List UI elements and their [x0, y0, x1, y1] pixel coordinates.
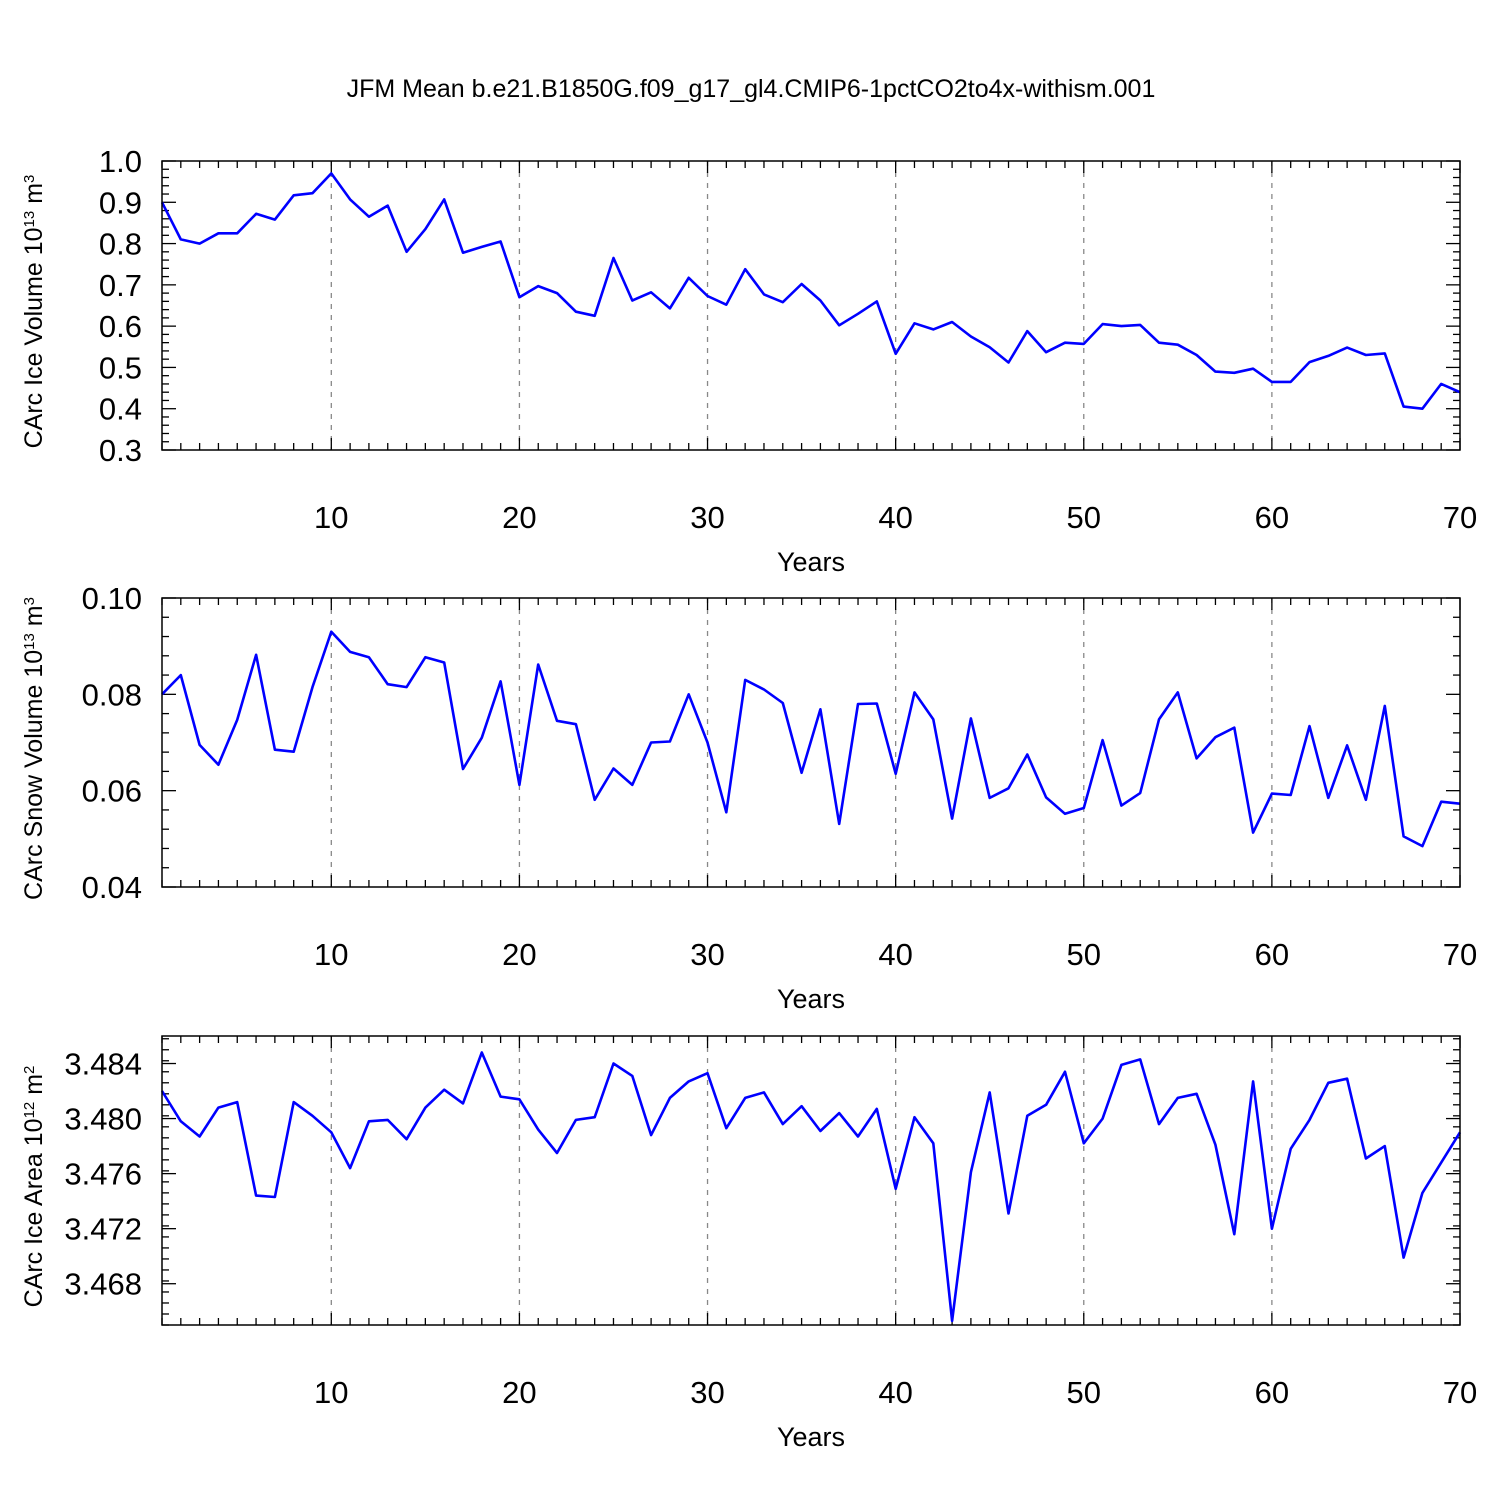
x-tick-label: 30 [690, 500, 724, 535]
y-tick-label: 3.484 [64, 1047, 142, 1082]
y-tick-label: 0.3 [99, 433, 142, 468]
x-tick-label: 10 [314, 500, 348, 535]
x-tick-label: 70 [1443, 1375, 1477, 1410]
y-tick-label: 3.480 [64, 1102, 142, 1137]
x-tick-label: 40 [878, 937, 912, 972]
x-tick-label: 60 [1255, 1375, 1289, 1410]
x-tick-label: 20 [502, 937, 536, 972]
y-tick-label: 3.472 [64, 1212, 142, 1247]
x-tick-label: 70 [1443, 937, 1477, 972]
data-series-line [160, 1051, 1462, 1323]
y-tick-label: 0.04 [82, 870, 142, 905]
panel-2: 0.04 0.06 0.08 0.10 10 20 30 40 50 60 70 Years CArc … [20, 581, 1477, 1014]
panel-3: 3.468 3.472 3.476 3.480 3.484 10 20 30 40 50 60 70 Y… [20, 1035, 1477, 1452]
y-tick-label: 1.0 [99, 144, 142, 179]
x-tick-label: 50 [1067, 1375, 1101, 1410]
x-axis-label: Years [777, 1422, 845, 1452]
x-tick-label: 70 [1443, 500, 1477, 535]
panel-1: 0.3 0.4 0.5 0.6 0.7 0.8 0.9 1.0 10 20 30 40 50 60 70 Ye… [20, 144, 1477, 577]
y-tick-label: 0.10 [82, 581, 142, 616]
y-tick-label: 0.4 [99, 392, 142, 427]
y-tick-label: 0.7 [99, 268, 142, 303]
plot-frame [161, 1035, 1461, 1326]
y-tick-label: 3.476 [64, 1157, 142, 1192]
y-axis-label: CArc Ice Area 1012 m2 [20, 1066, 48, 1308]
x-axis-label: Years [777, 984, 845, 1014]
x-tick-label: 20 [502, 1375, 536, 1410]
x-tick-label: 60 [1255, 937, 1289, 972]
data-series-line [160, 172, 1461, 411]
x-tick-label: 30 [690, 937, 724, 972]
plot-frame [161, 160, 1461, 451]
x-tick-label: 30 [690, 1375, 724, 1410]
y-tick-label: 0.5 [99, 350, 142, 385]
x-tick-label: 10 [314, 937, 348, 972]
y-tick-label: 0.06 [82, 774, 142, 809]
y-tick-label: 3.468 [64, 1267, 142, 1302]
x-tick-label: 40 [878, 1375, 912, 1410]
x-tick-label: 40 [878, 500, 912, 535]
plot-frame [161, 597, 1461, 888]
x-tick-label: 20 [502, 500, 536, 535]
data-series-line [161, 630, 1461, 848]
x-tick-label: 50 [1067, 500, 1101, 535]
y-axis-label: CArc Ice Volume 1013 m3 [20, 175, 48, 449]
x-tick-label: 60 [1255, 500, 1289, 535]
y-axis-label: CArc Snow Volume 1013 m3 [20, 597, 48, 900]
y-tick-label: 0.08 [82, 677, 142, 712]
figure-title: JFM Mean b.e21.B1850G.f09_g17_gl4.CMIP6-… [347, 75, 1156, 103]
x-tick-label: 10 [314, 1375, 348, 1410]
y-tick-label: 0.8 [99, 227, 142, 262]
y-tick-label: 0.9 [99, 185, 142, 220]
x-tick-label: 50 [1067, 937, 1101, 972]
y-tick-label: 0.6 [99, 309, 142, 344]
x-axis-label: Years [777, 547, 845, 577]
